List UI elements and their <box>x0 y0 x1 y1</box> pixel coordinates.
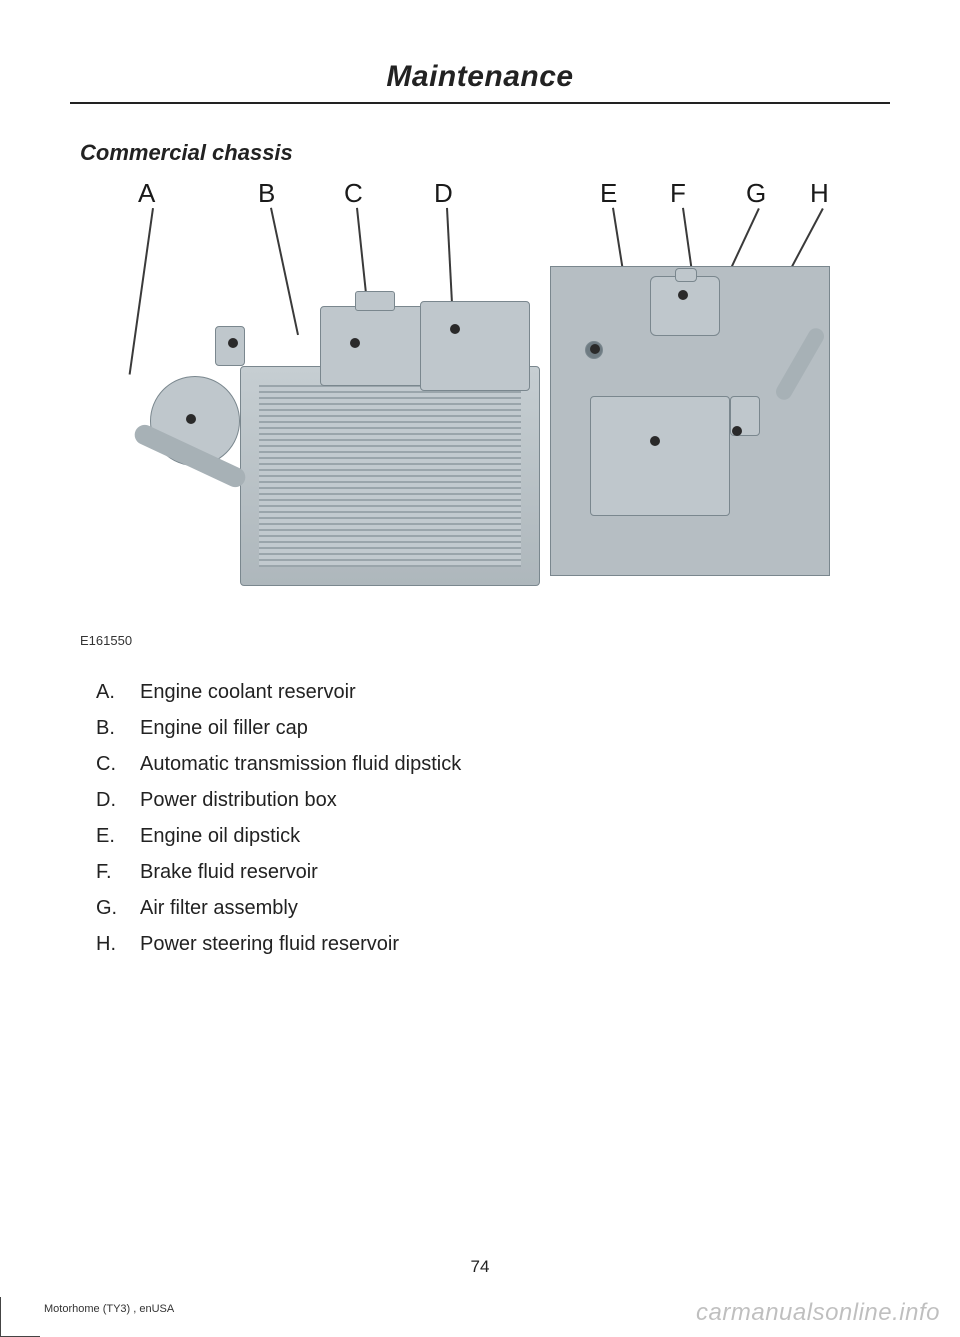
legend-row: A. Engine coolant reservoir <box>96 680 840 704</box>
legend-list: A. Engine coolant reservoir B. Engine oi… <box>96 680 840 968</box>
legend-row: C. Automatic transmission fluid dipstick <box>96 752 840 776</box>
legend-letter: H. <box>96 932 140 956</box>
callout-letter: C <box>344 178 363 209</box>
legend-row: G. Air filter assembly <box>96 896 840 920</box>
diagram-ref: E161550 <box>80 633 132 648</box>
legend-row: F. Brake fluid reservoir <box>96 860 840 884</box>
callout-dot <box>450 324 460 334</box>
section-subhead: Commercial chassis <box>80 140 293 166</box>
page: Maintenance Commercial chassis A B C D E… <box>0 0 960 1337</box>
page-header: Maintenance <box>80 60 880 94</box>
legend-letter: F. <box>96 860 140 884</box>
header-rule <box>70 102 890 104</box>
page-title: Maintenance <box>80 60 880 94</box>
callout-letter: G <box>746 178 766 209</box>
callout-dot <box>186 414 196 424</box>
legend-text: Brake fluid reservoir <box>140 860 318 884</box>
legend-text: Power steering fluid reservoir <box>140 932 399 956</box>
diagram-letter-row: A B C D E F G H <box>80 178 880 218</box>
callout-letter: A <box>138 178 155 209</box>
callout-dot <box>732 426 742 436</box>
legend-text: Air filter assembly <box>140 896 298 920</box>
legend-text: Power distribution box <box>140 788 337 812</box>
legend-letter: G. <box>96 896 140 920</box>
legend-row: D. Power distribution box <box>96 788 840 812</box>
engine-diagram: A B C D E F G H <box>80 178 880 648</box>
legend-letter: B. <box>96 716 140 740</box>
callout-dot <box>350 338 360 348</box>
crop-corner <box>0 1297 40 1337</box>
brake-cap-shape <box>675 268 697 282</box>
trans-dipstick-housing-shape <box>320 306 430 386</box>
legend-letter: C. <box>96 752 140 776</box>
callout-letter: D <box>434 178 453 209</box>
callout-letter: E <box>600 178 617 209</box>
callout-letter: B <box>258 178 275 209</box>
callout-dot <box>228 338 238 348</box>
legend-row: H. Power steering fluid reservoir <box>96 932 840 956</box>
legend-row: B. Engine oil filler cap <box>96 716 840 740</box>
radiator <box>240 366 540 586</box>
legend-text: Automatic transmission fluid dipstick <box>140 752 461 776</box>
air-filter-shape <box>590 396 730 516</box>
power-dist-box-shape <box>420 301 530 391</box>
watermark: carmanualsonline.info <box>696 1299 940 1327</box>
footer-doc-id: Motorhome (TY3) , enUSA <box>44 1303 174 1315</box>
legend-text: Engine oil filler cap <box>140 716 308 740</box>
intake-top-shape <box>355 291 395 311</box>
callout-letter: H <box>810 178 829 209</box>
callout-dot <box>590 344 600 354</box>
legend-letter: E. <box>96 824 140 848</box>
callout-dot <box>678 290 688 300</box>
legend-row: E. Engine oil dipstick <box>96 824 840 848</box>
page-number: 74 <box>0 1257 960 1277</box>
engine-illustration <box>120 246 840 616</box>
callout-dot <box>650 436 660 446</box>
legend-letter: D. <box>96 788 140 812</box>
legend-text: Engine coolant reservoir <box>140 680 356 704</box>
callout-letter: F <box>670 178 686 209</box>
legend-letter: A. <box>96 680 140 704</box>
legend-text: Engine oil dipstick <box>140 824 300 848</box>
brake-reservoir-shape <box>650 276 720 336</box>
